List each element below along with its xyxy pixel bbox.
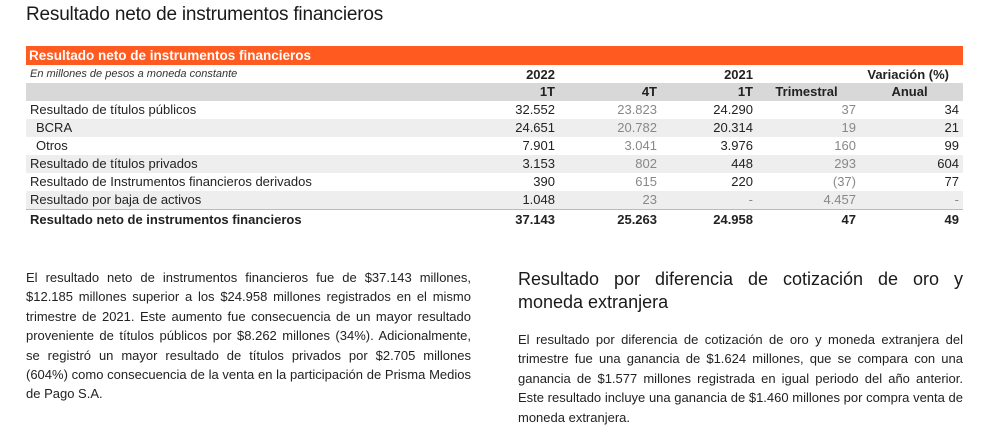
total-value: 24.958 <box>661 209 757 229</box>
row-label: Otros <box>36 138 68 153</box>
row-value: (37) <box>832 174 856 189</box>
row-value: 4.457 <box>757 191 860 209</box>
page-title: Resultado neto de instrumentos financier… <box>26 4 384 25</box>
row-value: 7.901 <box>522 138 555 153</box>
row-value: 77 <box>944 174 959 189</box>
total-value: 37.143 <box>463 209 559 229</box>
row-value: 24.290 <box>713 102 753 117</box>
row-value: 37 <box>841 102 856 117</box>
row-value: 34 <box>944 102 959 117</box>
total-value: 47 <box>757 209 860 229</box>
row-value: 448 <box>661 155 757 173</box>
period-anual: Anual <box>860 83 963 101</box>
total-value: 49 <box>860 209 963 229</box>
left-paragraph: El resultado neto de instrumentos financ… <box>26 270 471 402</box>
section-title: Resultado por diferencia de cotización d… <box>518 269 963 312</box>
row-value: 23 <box>559 191 661 209</box>
row-value: 615 <box>635 174 657 189</box>
period-1t-2021: 1T <box>661 83 757 101</box>
period-trimestral: Trimestral <box>757 83 860 101</box>
row-label: Resultado de títulos públicos <box>30 102 197 117</box>
year-2022: 2022 <box>526 67 555 82</box>
row-value: 21 <box>860 119 963 137</box>
units-note: En millones de pesos a moneda constante <box>30 68 238 80</box>
total-value: 25.263 <box>559 209 661 229</box>
row-value: 1.048 <box>463 191 559 209</box>
row-value: 19 <box>757 119 860 137</box>
variation-header: Variación (%) <box>867 67 949 82</box>
row-value: - <box>661 191 757 209</box>
row-value: 220 <box>731 174 753 189</box>
table-header-bar: Resultado neto de instrumentos financier… <box>26 46 963 65</box>
right-paragraph: El resultado por diferencia de cotizació… <box>518 332 963 425</box>
row-value: 3.041 <box>624 138 657 153</box>
row-value: 20.782 <box>559 119 661 137</box>
row-value: 604 <box>860 155 963 173</box>
row-value: 293 <box>757 155 860 173</box>
row-value: 24.651 <box>463 119 559 137</box>
row-value: 32.552 <box>515 102 555 117</box>
row-value: 23.823 <box>617 102 657 117</box>
row-label: BCRA <box>26 119 463 137</box>
row-label: Resultado por baja de activos <box>26 191 463 209</box>
year-2021: 2021 <box>724 67 753 82</box>
row-label: Resultado de Instrumentos financieros de… <box>30 174 312 189</box>
period-4t-2021: 4T <box>559 83 661 101</box>
row-value: 160 <box>834 138 856 153</box>
row-value: 99 <box>944 138 959 153</box>
row-value: 3.976 <box>720 138 753 153</box>
row-value: 20.314 <box>661 119 757 137</box>
row-value: - <box>860 191 963 209</box>
row-value: 390 <box>533 174 555 189</box>
total-label: Resultado neto de instrumentos financier… <box>26 209 463 229</box>
row-value: 3.153 <box>463 155 559 173</box>
row-value: 802 <box>559 155 661 173</box>
financial-instruments-table: Resultado neto de instrumentos financier… <box>26 46 963 229</box>
row-label: Resultado de títulos privados <box>26 155 463 173</box>
period-1t-2022: 1T <box>463 83 559 101</box>
